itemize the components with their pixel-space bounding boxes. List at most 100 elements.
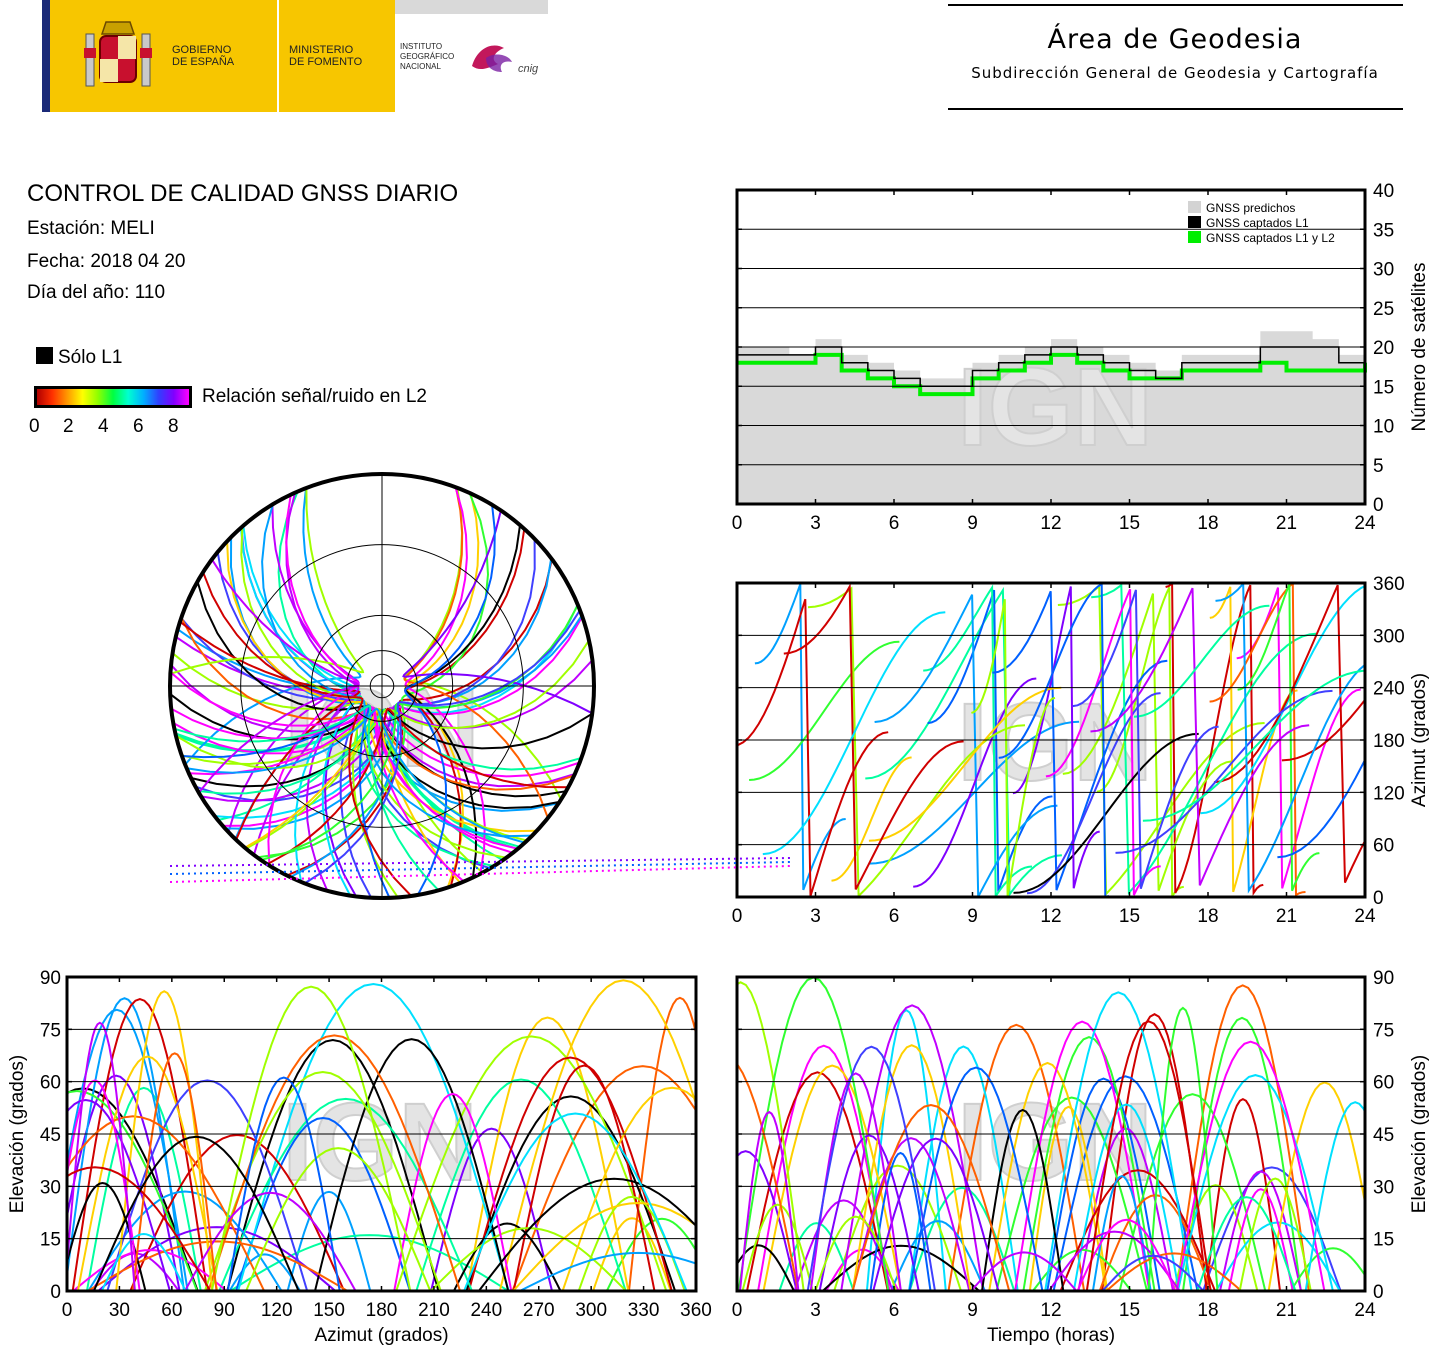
elevation-track — [908, 1066, 1044, 1291]
elevation-track — [131, 1052, 218, 1291]
y-tick-label: 30 — [40, 1177, 61, 1198]
elevation-track — [1105, 1252, 1243, 1291]
legend-label: GNSS captados L1 y L2 — [1206, 231, 1335, 245]
x-tick-label: 6 — [889, 906, 900, 927]
elevation-track — [478, 1177, 696, 1291]
azimuth-track — [1133, 604, 1270, 718]
x-tick-label: 6 — [889, 513, 900, 534]
y-axis-label: Elevación (grados) — [1409, 1055, 1430, 1213]
ministerio-logo-block: MINISTERIO DE FOMENTO — [279, 0, 395, 112]
elevation-track — [511, 1065, 696, 1291]
series-captured-l1l2-line — [737, 352, 1367, 397]
sky-track — [404, 486, 486, 874]
x-tick-label: 90 — [214, 1300, 235, 1321]
elevation-track — [806, 1045, 936, 1291]
elevation-track — [519, 1251, 696, 1291]
sky-track — [402, 510, 593, 715]
azimuth-track — [1281, 698, 1365, 762]
sky-track — [170, 706, 514, 854]
elevation-track — [757, 1044, 891, 1291]
elevation-track — [235, 1116, 411, 1291]
elevation-track — [229, 1234, 509, 1291]
azimuth-track — [737, 598, 889, 897]
azimuth-track — [1277, 757, 1365, 859]
plot-border — [735, 975, 1367, 1293]
elevation-track — [1046, 1077, 1161, 1291]
elevation-track — [286, 1190, 372, 1291]
x-tick-label: 9 — [967, 513, 978, 534]
sky-track — [186, 707, 526, 844]
x-tick-label: 0 — [62, 1300, 73, 1321]
elevation-track — [67, 1166, 212, 1291]
sky-track — [304, 609, 581, 885]
y-tick-label: 0 — [1373, 888, 1384, 909]
gobierno-label: GOBIERNO DE ESPAÑA — [172, 44, 235, 68]
azimuth-track — [865, 586, 1062, 897]
y-tick-label: 30 — [1373, 1177, 1394, 1198]
header-bottom-rule — [948, 108, 1403, 110]
sky-track — [202, 571, 413, 897]
elevation-track — [512, 1064, 656, 1291]
elevation-track — [818, 1134, 920, 1291]
l1-only-swatch — [36, 347, 53, 364]
spain-flag-stripe — [42, 0, 64, 112]
elevation-track — [561, 1086, 696, 1291]
plot-border — [735, 188, 1367, 506]
azimuth-track — [923, 584, 1033, 897]
x-tick-label: 60 — [161, 1300, 182, 1321]
y-tick-label: 90 — [1373, 968, 1394, 989]
elevation-track — [210, 985, 412, 1291]
page-title: CONTROL DE CALIDAD GNSS DIARIO — [27, 180, 459, 207]
coat-of-arms-icon — [80, 14, 156, 96]
elevation-track — [67, 1089, 199, 1291]
elevation-track — [67, 1115, 266, 1291]
elevation-track — [67, 1021, 136, 1291]
elevation-track — [67, 1098, 171, 1291]
y-tick-label: 0 — [1373, 1282, 1384, 1303]
x-tick-label: 9 — [967, 1300, 978, 1321]
elevation-track — [245, 1147, 432, 1291]
doy-label: Día del año: 110 — [27, 282, 166, 303]
snr-tick: 4 — [98, 416, 109, 437]
skyplot: IGN — [168, 472, 791, 900]
elevation-track — [981, 1108, 1065, 1291]
elevation-track — [970, 1251, 1078, 1291]
elevation-track — [737, 981, 805, 1291]
elevation-track — [1048, 1230, 1181, 1291]
y-tick-label: 30 — [1373, 260, 1394, 281]
elevation-track — [741, 1203, 814, 1291]
y-tick-label: 60 — [1373, 1073, 1394, 1094]
azimuth-track — [1072, 589, 1219, 890]
x-tick-label: 6 — [889, 1300, 900, 1321]
sky-track — [257, 492, 490, 859]
x-tick-label: 120 — [261, 1300, 293, 1321]
elevation-track — [1227, 1188, 1294, 1291]
elevation-track — [1101, 1254, 1205, 1291]
legend-swatch — [1188, 231, 1201, 243]
snr-tick: 6 — [133, 416, 144, 437]
elevation-track — [628, 996, 696, 1291]
x-tick-label: 3 — [810, 906, 821, 927]
elevation-track — [184, 1191, 357, 1291]
x-tick-label: 21 — [1276, 1300, 1297, 1321]
skyplot-border — [168, 472, 596, 900]
snr-tick: 8 — [168, 416, 179, 437]
y-tick-label: 300 — [1373, 626, 1405, 647]
azimuth-track — [1115, 689, 1333, 854]
y-tick-label: 240 — [1373, 679, 1405, 700]
azimuth-track — [1091, 583, 1318, 896]
legend-swatch — [1188, 201, 1201, 213]
elevation-track — [1289, 1247, 1365, 1291]
gobierno-logo-block: GOBIERNO DE ESPAÑA — [64, 0, 277, 112]
snr-colorbar — [34, 386, 192, 408]
y-axis-label: Elevación (grados) — [7, 1055, 28, 1213]
y-tick-label: 180 — [1373, 731, 1405, 752]
azimuth-track — [913, 677, 1037, 888]
x-tick-label: 12 — [1040, 513, 1061, 534]
legend-label: GNSS captados L1 — [1206, 216, 1309, 230]
x-tick-label: 0 — [732, 1300, 743, 1321]
azimuth-track — [1142, 669, 1365, 822]
